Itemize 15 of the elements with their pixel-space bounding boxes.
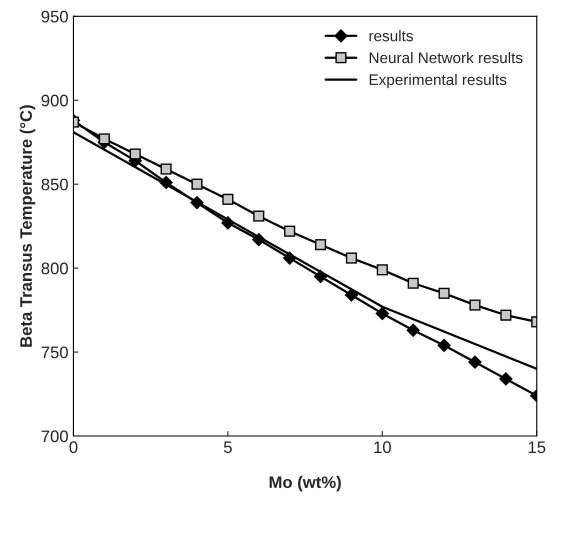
x-tick-label: 15 bbox=[528, 441, 546, 454]
x-tick-label: 5 bbox=[224, 441, 232, 454]
y-tick-label: 700 bbox=[42, 430, 68, 442]
x-tick-label: 10 bbox=[374, 441, 391, 454]
y-axis-title: Beta Transus Temperature (°C) bbox=[20, 105, 36, 347]
legend-label: results bbox=[370, 30, 413, 42]
y-tick-label: 750 bbox=[42, 346, 68, 358]
legend-label: Experimental results bbox=[370, 74, 506, 88]
y-tick-label: 800 bbox=[42, 262, 68, 274]
x-tick-label: 0 bbox=[69, 441, 78, 454]
x-axis-title: Mo (wt%) bbox=[270, 476, 341, 492]
y-tick-label: 950 bbox=[42, 10, 68, 23]
y-tick-label: 900 bbox=[42, 94, 68, 106]
legend-label: Neural Network results bbox=[370, 52, 522, 64]
y-tick-label: 850 bbox=[42, 178, 68, 190]
